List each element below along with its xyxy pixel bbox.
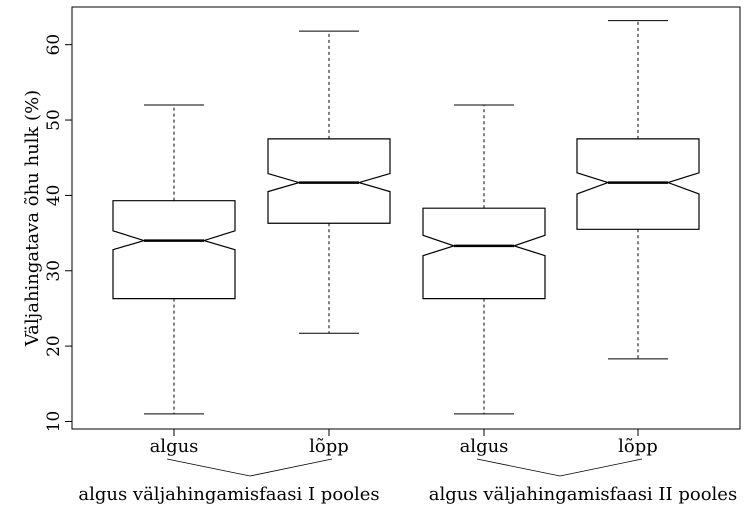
y-axis: 10 20 30 40 50 60 [44,34,72,432]
y-tick-label: 20 [44,335,64,357]
y-tick-label: 10 [44,411,64,433]
y-axis-label: Väljahingatava õhu hulk (%) [22,90,43,347]
x-category-label: lõpp [309,436,349,457]
box-3 [576,20,700,360]
group-labels: algus väljahingamisfaasi I pooles algus v… [78,458,737,505]
plot-frame [71,6,741,430]
x-category-label: algus [150,436,199,457]
y-tick-label: 40 [44,185,64,207]
box-body [267,138,391,224]
y-tick-label: 50 [44,109,64,131]
group-bracket [166,458,333,477]
y-tick-label: 60 [44,34,64,56]
box-body [112,200,236,300]
box-body [422,207,546,300]
x-category-label: algus [460,436,509,457]
boxes [112,20,700,415]
box-body [576,138,700,230]
box-0 [112,104,236,415]
box-1 [267,30,391,334]
y-tick-label: 30 [44,260,64,282]
x-category-label: lõpp [618,436,658,457]
group-label: algus väljahingamisfaasi I pooles [78,484,379,505]
group-label: algus väljahingamisfaasi II pooles [429,484,737,505]
box-2 [422,104,546,415]
x-axis: algus lõpp algus lõpp [150,429,658,457]
group-bracket [476,458,643,477]
